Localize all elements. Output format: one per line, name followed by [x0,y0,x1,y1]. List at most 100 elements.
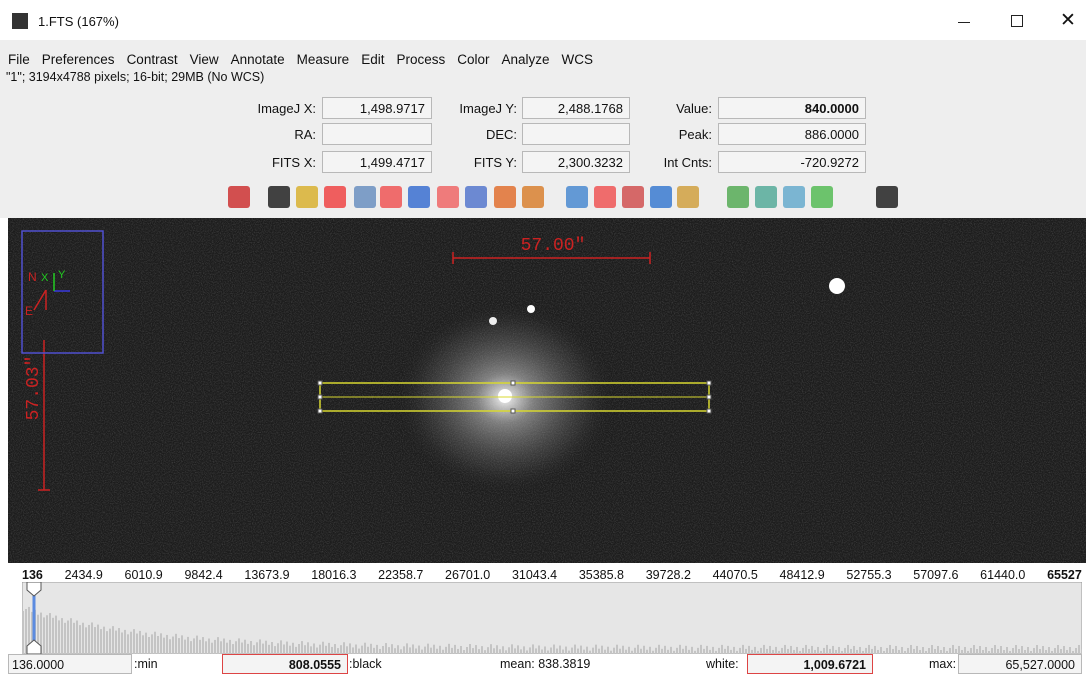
readout-field: 2,488.1768 [522,97,630,119]
histogram-bar [106,631,108,654]
histogram-bar [274,646,276,654]
histogram-bar [904,650,906,654]
histogram-bar [688,649,690,654]
histogram-bar [400,649,402,654]
menu-item[interactable]: Edit [361,52,385,67]
histogram-bar [541,649,543,654]
tool-button[interactable] [755,186,777,208]
histogram-bar [709,649,711,654]
histogram-bar [979,645,981,654]
histogram-bar [667,649,669,654]
histogram-bar [430,647,432,654]
histogram-bar [724,648,726,654]
histogram-bar [130,631,132,654]
histogram-bar [610,650,612,654]
histogram-bar [670,646,672,654]
menu-item[interactable]: Preferences [41,52,115,67]
histogram-bar [877,649,879,654]
min-slider [26,582,42,597]
tool-button[interactable] [622,186,644,208]
histogram-bar [898,649,900,654]
tool-button[interactable] [324,186,346,208]
histogram-bar [964,646,966,654]
menu-item[interactable]: Contrast [126,52,178,67]
histogram-bar [124,629,126,654]
histogram-bar [814,649,816,654]
tool-button[interactable] [522,186,544,208]
histogram-bar [412,644,414,654]
histogram-bar [685,645,687,654]
histogram-bar [850,648,852,654]
tool-button[interactable] [566,186,588,208]
readout-field: 886.0000 [718,123,866,145]
histogram-bar [277,643,279,654]
histogram-bar [67,620,69,654]
menu-item[interactable]: File [8,52,30,67]
tool-button[interactable] [727,186,749,208]
menu-item[interactable]: Analyze [501,52,550,67]
histogram-bar [937,645,939,654]
histogram-bar [499,649,501,654]
tool-button[interactable] [296,186,318,208]
histogram-bar [592,647,594,654]
tool-button[interactable] [811,186,833,208]
histogram-bar [46,615,48,654]
histogram-bar [70,618,72,654]
min-label: :min [134,657,158,671]
tool-button[interactable] [465,186,487,208]
tool-button[interactable] [228,186,250,208]
tool-button[interactable] [783,186,805,208]
histogram-bar [232,644,234,654]
histogram-bar [787,648,789,654]
histogram-bar [1030,650,1032,654]
tool-button[interactable] [494,186,516,208]
tool-button[interactable] [354,186,376,208]
maximize-button[interactable] [1011,15,1023,27]
histogram-bar [451,647,453,654]
histogram-tick-label: 22358.7 [378,568,424,582]
tool-button[interactable] [594,186,616,208]
menu-item[interactable]: WCS [561,52,594,67]
tool-button[interactable] [437,186,459,208]
histogram-bar [694,650,696,654]
histogram-bar [589,650,591,654]
histogram-bar [859,646,861,654]
histogram-bar [43,617,45,654]
tool-button[interactable] [408,186,430,208]
histogram-bar [433,644,435,654]
menu-item[interactable]: Measure [296,52,350,67]
histogram-bar [526,650,528,654]
histogram-bar [418,645,420,654]
tool-button[interactable] [876,186,898,208]
menu-item[interactable]: Process [396,52,446,67]
histogram-bar [658,644,660,654]
histogram-bar [259,639,261,654]
histogram-bar [862,650,864,654]
histogram-bar [958,645,960,654]
histogram-bar [949,647,951,654]
histogram-bar [547,650,549,654]
histogram-bar [760,647,762,654]
histogram-bar [226,642,228,654]
close-button[interactable]: ✕ [1060,10,1076,31]
histogram-bar [328,642,330,654]
tool-button[interactable] [650,186,672,208]
histogram-bar [310,646,312,654]
readout-field: -720.9272 [718,151,866,173]
tool-button[interactable] [380,186,402,208]
histogram-bar [214,639,216,654]
menu-item[interactable]: View [189,52,219,67]
minimize-button[interactable] [958,22,970,23]
menu-item[interactable]: Annotate [230,52,285,67]
histogram-bar [220,641,222,654]
tool-button[interactable] [268,186,290,208]
histogram-bar [802,647,804,654]
title-bar: 1.FTS (167%) ✕ [0,0,1086,40]
menu-item[interactable]: Color [457,52,490,67]
tool-button[interactable] [677,186,699,208]
histogram-bar [427,643,429,654]
readout-label: FITS X: [271,155,316,170]
histogram-bar [940,649,942,654]
histogram-bar [490,644,492,654]
